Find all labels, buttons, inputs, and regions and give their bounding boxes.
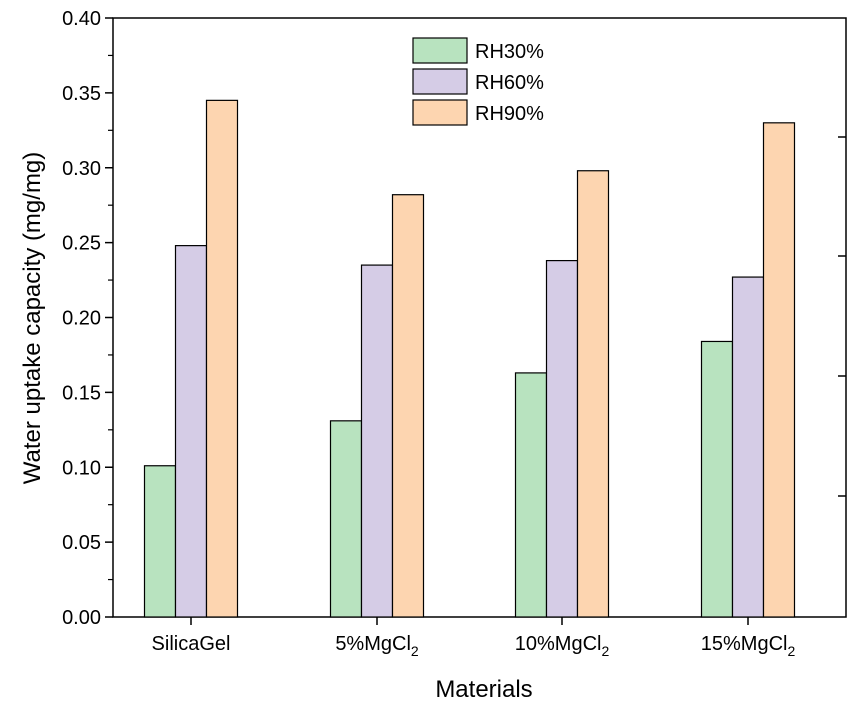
y-tick-label: 0.20 [62,308,101,330]
bar-rh60pct-2 [360,264,394,618]
y-tick-label: 0.10 [62,457,101,479]
bar-rh90pct-1 [205,99,239,618]
bar-rh30pct-1 [143,465,177,618]
bar-rh30pct-4 [700,340,734,618]
legend-label: RH30% [475,41,544,63]
legend-label: RH90% [475,103,544,125]
bar-rh30pct-3 [514,372,548,618]
x-tick-label: 10%MgCl2 [515,633,610,659]
bar-rh60pct-1 [174,245,208,618]
bar-rh30pct-2 [329,420,363,618]
y-tick-label: 0.40 [62,8,101,30]
x-axis-title: Materials [435,676,532,702]
y-tick-label: 0.25 [62,233,101,255]
y-tick-label: 0.00 [62,607,101,629]
y-tick-label: 0.30 [62,158,101,180]
y-tick-label: 0.35 [62,83,101,105]
bar-rh90pct-4 [762,122,796,618]
plot-area: 0.00 0.05 0.10 0.15 0.20 0.25 0.30 0.35 0.40 Sili… [62,8,847,659]
legend-swatch [412,99,468,126]
legend-swatch [412,37,468,64]
y-axis-title: Water uptake capacity (mg/mg) [19,152,46,485]
bar-rh60pct-4 [731,276,765,618]
y-tick-label: 0.15 [62,382,101,404]
y-tick-label: 0.05 [62,532,101,554]
bar-rh60pct-3 [545,259,579,618]
legend-swatch [412,68,468,95]
bar-rh90pct-3 [576,170,610,618]
x-tick-label: 5%MgCl2 [335,633,419,659]
x-tick-label: 15%MgCl2 [701,633,796,659]
legend-label: RH60% [475,72,544,94]
x-tick-label: SilicaGel [152,633,231,655]
bar-rh90pct-2 [391,194,425,618]
